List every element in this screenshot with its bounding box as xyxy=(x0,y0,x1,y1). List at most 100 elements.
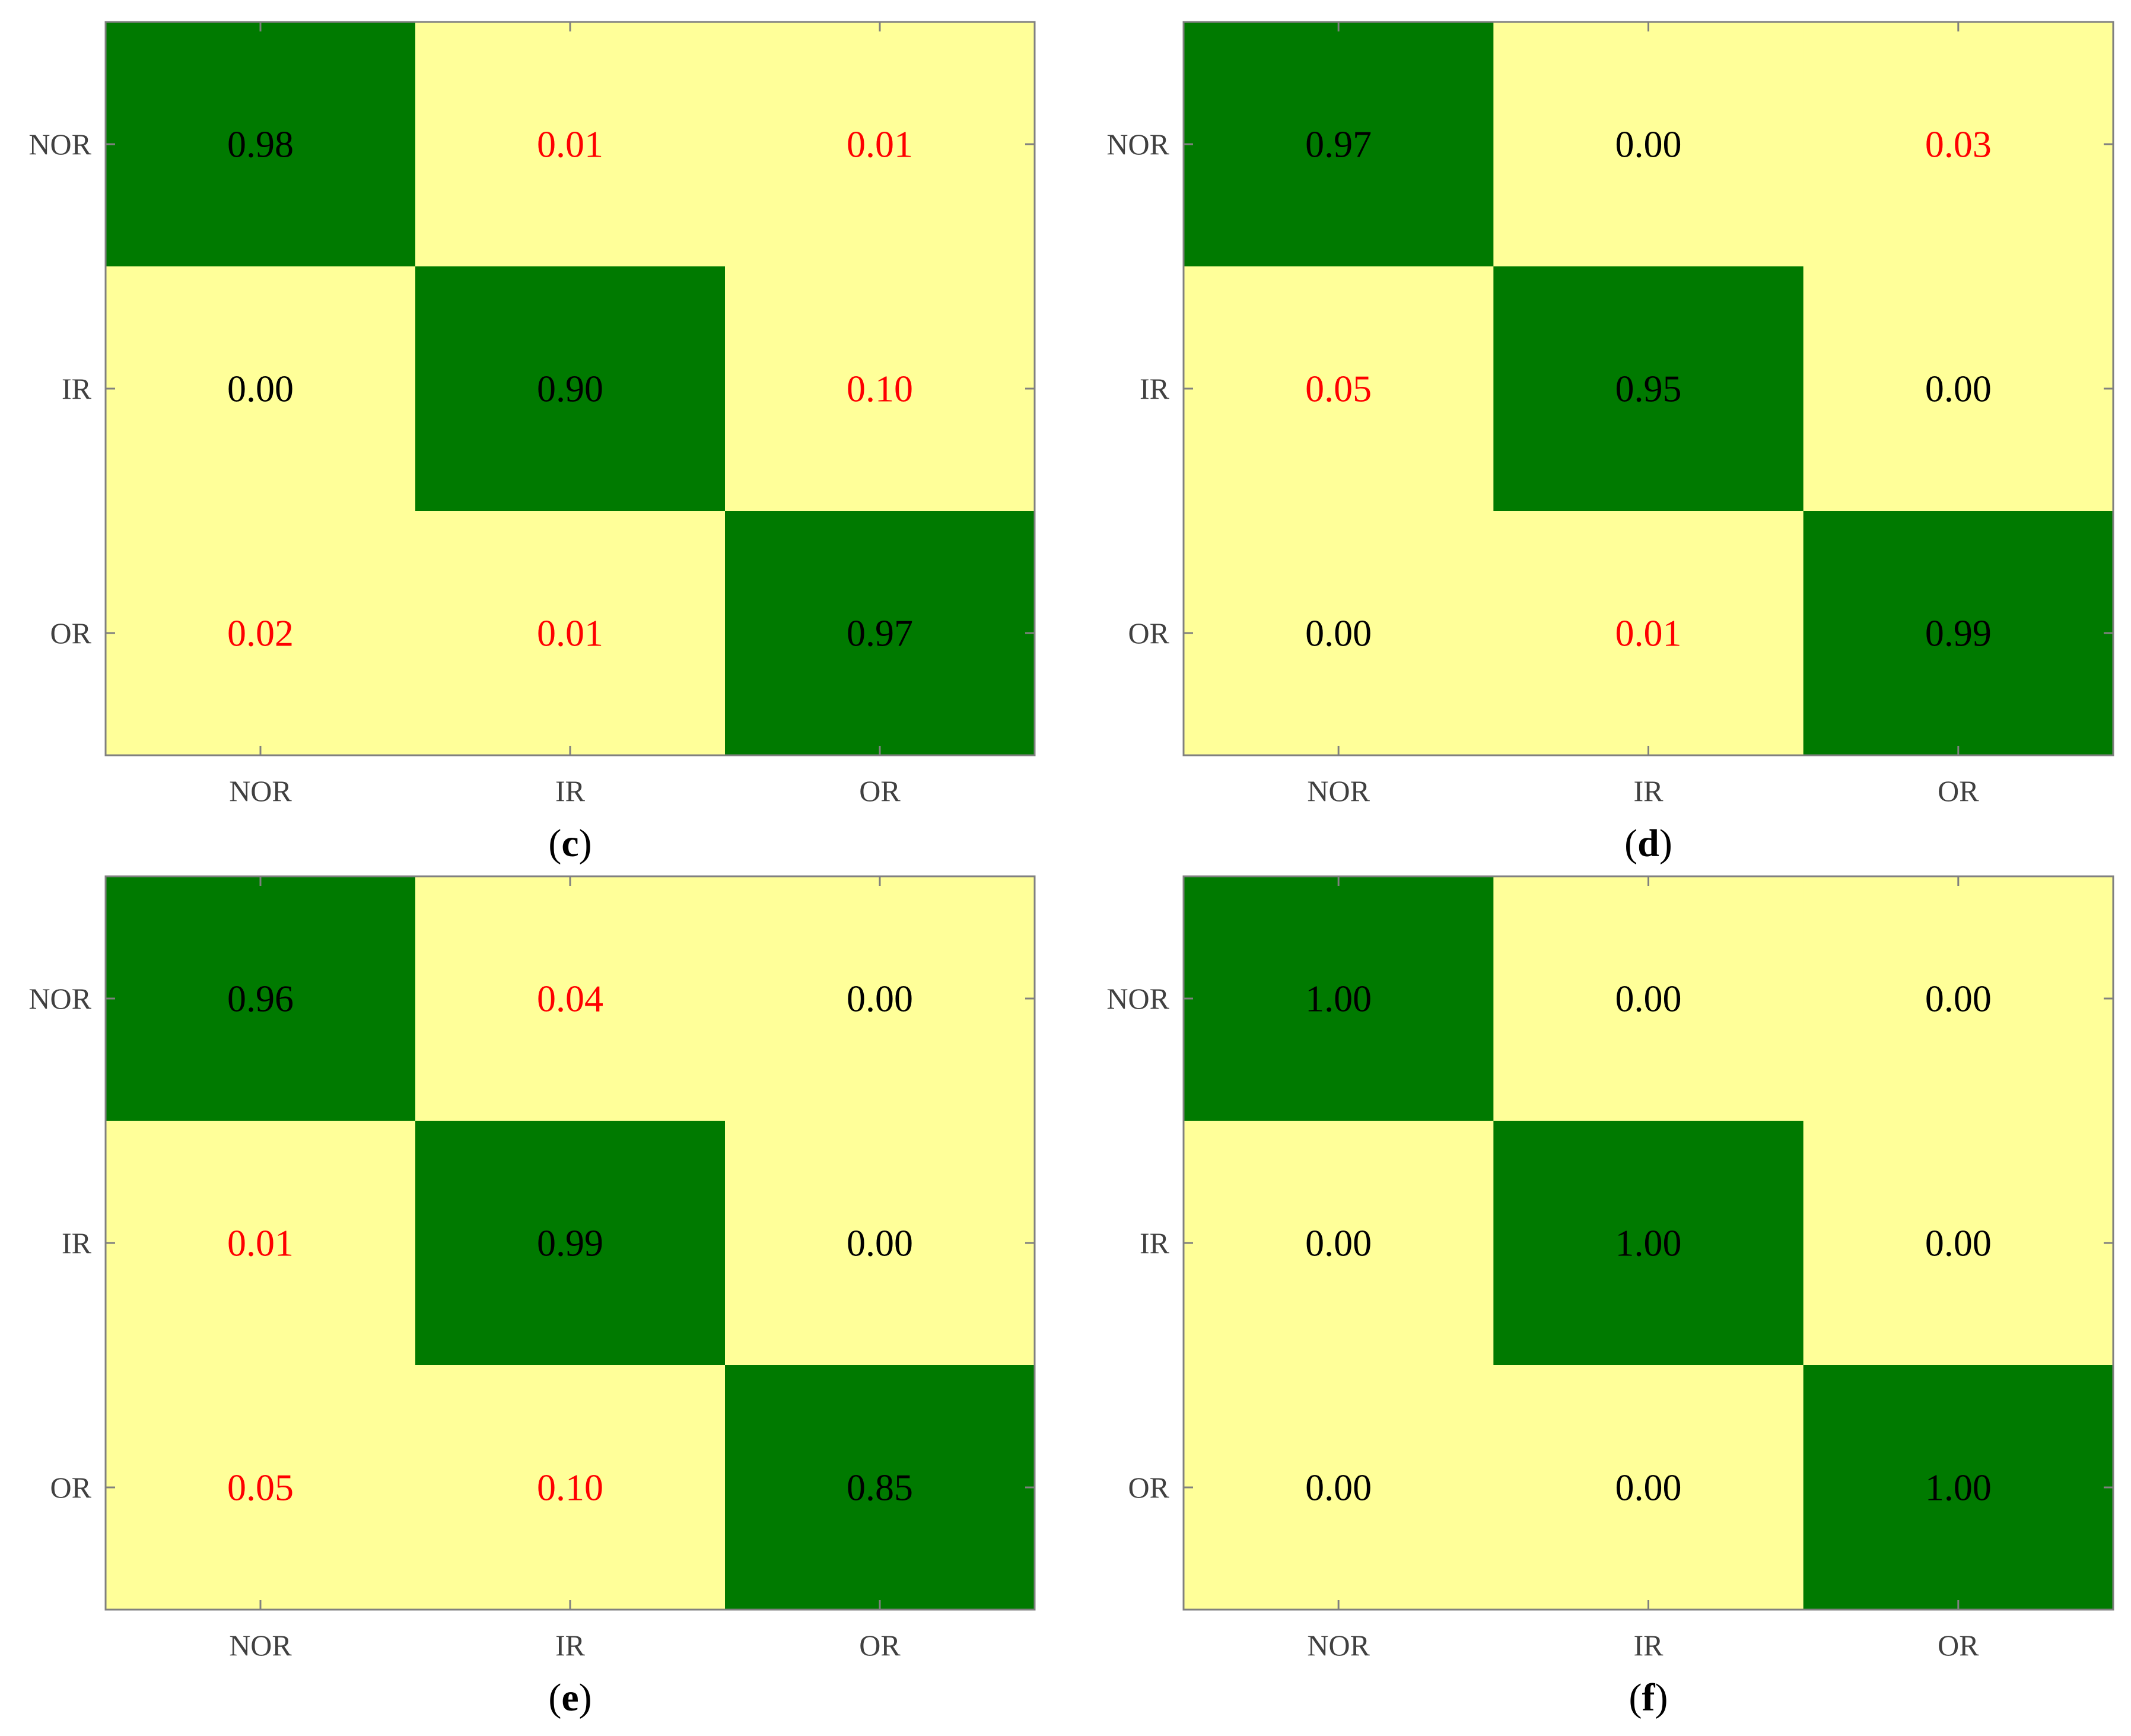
panel-f-cell-r2-c3 xyxy=(1803,1121,2114,1366)
panel-c-value-r3-c2: 0.01 xyxy=(537,612,603,654)
panel-f-caption-letter: f xyxy=(1642,1676,1656,1719)
panel-e-x-tick-label: IR xyxy=(555,1629,586,1662)
panel-e-y-tick-label: NOR xyxy=(28,982,91,1015)
panel-f-value-r2-c2: 1.00 xyxy=(1615,1222,1682,1264)
panel-e-value-r3-c1: 0.05 xyxy=(227,1467,294,1509)
panel-e-caption-letter: e xyxy=(561,1676,578,1719)
panel-f-cell-r1-c2 xyxy=(1493,876,1804,1121)
panel-f-value-r2-c3: 0.00 xyxy=(1925,1222,1992,1264)
panel-d-cell-r1-c3 xyxy=(1803,22,2114,267)
panel-c: 0.98 0.01 0.01 0.00 0.90 0.10 0.02 0.01 0.97 NOR I… xyxy=(28,21,1036,865)
panel-d-value-r1-c2: 0.00 xyxy=(1615,123,1682,166)
panel-e-value-r3-c3: 0.85 xyxy=(847,1467,913,1509)
panel-c-cell-r2-c1 xyxy=(106,266,416,511)
panel-f-cell-r2-c1 xyxy=(1184,1121,1494,1366)
panel-d-cell-r3-c3 xyxy=(1803,511,2114,756)
panel-d-y-tick-label: NOR xyxy=(1106,128,1169,161)
panel-c-value-r2-c3: 0.10 xyxy=(847,368,913,410)
panel-e: 0.96 0.04 0.00 0.01 0.99 0.00 0.05 0.10 0.85 NOR I… xyxy=(28,875,1036,1719)
panel-d-value-r2-c2: 0.95 xyxy=(1615,368,1682,410)
panel-e-cell-r3-c3 xyxy=(725,1365,1035,1610)
panel-d-caption: (d) xyxy=(1624,822,1672,865)
panel-e-value-r2-c2: 0.99 xyxy=(537,1222,603,1264)
panel-d: 0.97 0.00 0.03 0.05 0.95 0.00 0.00 0.01 0.99 NOR I… xyxy=(1106,21,2114,865)
panel-c-x-tick-label: IR xyxy=(555,774,586,807)
panel-f-y-tick-label: OR xyxy=(1128,1471,1170,1504)
panel-d-y-tick-label: IR xyxy=(1140,372,1170,405)
panel-d-cell-r2-c2 xyxy=(1493,266,1804,511)
panel-f-cell-r2-c2 xyxy=(1493,1121,1804,1366)
panel-d-cell-r1-c1 xyxy=(1184,22,1494,267)
panel-f-value-r1-c2: 0.00 xyxy=(1615,978,1682,1020)
panel-f-cell-r3-c2 xyxy=(1493,1365,1804,1610)
panel-e-y-tick-label: IR xyxy=(62,1226,92,1260)
panel-c-caption-letter: c xyxy=(561,822,578,865)
panel-e-cell-r2-c2 xyxy=(415,1121,726,1366)
panel-e-cell-r1-c3 xyxy=(725,876,1035,1121)
panel-c-y-tick-label: OR xyxy=(50,616,92,650)
panel-e-cell-r3-c2 xyxy=(415,1365,726,1610)
panel-f-y-tick-label: NOR xyxy=(1106,982,1169,1015)
panel-f-cell-r3-c3 xyxy=(1803,1365,2114,1610)
panel-e-cell-r1-c1 xyxy=(106,876,416,1121)
panel-c-cell-r1-c1 xyxy=(106,22,416,267)
panel-d-x-tick-label: IR xyxy=(1634,774,1664,807)
panel-e-cell-r2-c3 xyxy=(725,1121,1035,1366)
panel-c-value-r1-c3: 0.01 xyxy=(847,123,913,166)
panel-f-value-r1-c1: 1.00 xyxy=(1305,978,1372,1020)
panel-c-y-tick-label: IR xyxy=(62,372,92,405)
panel-e-x-tick-label: NOR xyxy=(229,1629,292,1662)
panel-e-value-r2-c3: 0.00 xyxy=(847,1222,913,1264)
panel-c-cell-r2-c3 xyxy=(725,266,1035,511)
panel-d-value-r2-c3: 0.00 xyxy=(1925,368,1992,410)
panel-c-x-tick-label: OR xyxy=(859,774,901,807)
panel-c-value-r3-c1: 0.02 xyxy=(227,612,294,654)
panel-c-value-r2-c2: 0.90 xyxy=(537,368,603,410)
panel-e-value-r3-c2: 0.10 xyxy=(537,1467,603,1509)
panel-d-value-r3-c1: 0.00 xyxy=(1305,612,1372,654)
panel-f-value-r3-c2: 0.00 xyxy=(1615,1467,1682,1509)
panel-f-cell-r3-c1 xyxy=(1184,1365,1494,1610)
panel-d-cell-r3-c2 xyxy=(1493,511,1804,756)
panel-c-cell-r3-c2 xyxy=(415,511,726,756)
panel-f-x-tick-label: IR xyxy=(1634,1629,1664,1662)
panel-f-value-r3-c1: 0.00 xyxy=(1305,1467,1372,1509)
panel-f: 1.00 0.00 0.00 0.00 1.00 0.00 0.00 0.00 1.00 NOR I… xyxy=(1106,875,2114,1719)
panel-c-value-r3-c3: 0.97 xyxy=(847,612,913,654)
panel-e-value-r1-c1: 0.96 xyxy=(227,978,294,1020)
panel-f-x-tick-label: OR xyxy=(1938,1629,1979,1662)
panel-c-y-tick-label: NOR xyxy=(28,128,91,161)
panel-d-cell-r1-c2 xyxy=(1493,22,1804,267)
panel-f-cell-r1-c1 xyxy=(1184,876,1494,1121)
panel-c-caption: (c) xyxy=(548,822,591,865)
panel-c-value-r1-c1: 0.98 xyxy=(227,123,294,166)
panel-e-cell-r2-c1 xyxy=(106,1121,416,1366)
panel-d-cell-r3-c1 xyxy=(1184,511,1494,756)
panel-f-y-tick-label: IR xyxy=(1140,1226,1170,1260)
panel-f-value-r2-c1: 0.00 xyxy=(1305,1222,1372,1264)
panel-e-cell-r3-c1 xyxy=(106,1365,416,1610)
panel-c-cell-r2-c2 xyxy=(415,266,726,511)
panel-f-cell-r1-c3 xyxy=(1803,876,2114,1121)
panel-e-value-r1-c2: 0.04 xyxy=(537,978,603,1020)
panel-d-value-r3-c2: 0.01 xyxy=(1615,612,1682,654)
panel-d-caption-letter: d xyxy=(1637,822,1659,865)
panel-d-x-tick-label: NOR xyxy=(1307,774,1370,807)
panel-d-value-r3-c3: 0.99 xyxy=(1925,612,1992,654)
panel-d-cell-r2-c1 xyxy=(1184,266,1494,511)
panel-f-x-tick-label: NOR xyxy=(1307,1629,1370,1662)
panel-e-y-tick-label: OR xyxy=(50,1471,92,1504)
panel-d-value-r2-c1: 0.05 xyxy=(1305,368,1372,410)
panel-c-value-r1-c2: 0.01 xyxy=(537,123,603,166)
panel-f-caption: (f) xyxy=(1629,1676,1668,1719)
panel-e-value-r2-c1: 0.01 xyxy=(227,1222,294,1264)
panel-d-x-tick-label: OR xyxy=(1938,774,1979,807)
panel-c-cell-r3-c3 xyxy=(725,511,1035,756)
panel-d-value-r1-c1: 0.97 xyxy=(1305,123,1372,166)
panel-c-x-tick-label: NOR xyxy=(229,774,292,807)
panel-e-value-r1-c3: 0.00 xyxy=(847,978,913,1020)
panel-d-value-r1-c3: 0.03 xyxy=(1925,123,1992,166)
panel-e-cell-r1-c2 xyxy=(415,876,726,1121)
panel-d-cell-r2-c3 xyxy=(1803,266,2114,511)
